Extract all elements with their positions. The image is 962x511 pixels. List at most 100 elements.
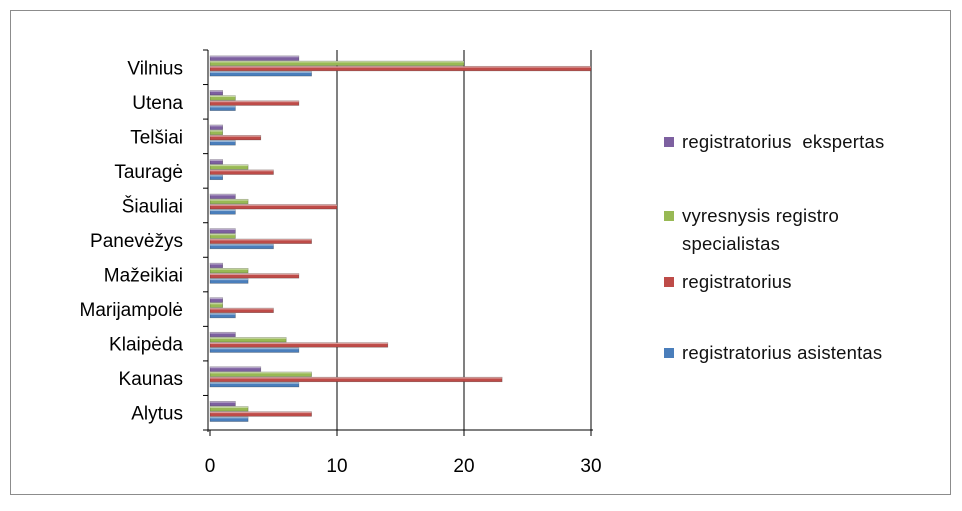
bar-highlight-kaunas-registratorius-asistentas	[210, 382, 299, 384]
bar-taurage-vyresnysis-registro-specialistas	[209, 164, 249, 170]
bar-telsiai-registratorius	[209, 135, 262, 141]
bar-utena-vyresnysis-registro-specialistas	[209, 95, 236, 101]
bar-highlight-kaunas-vyresnysis-registro-specialistas	[210, 371, 312, 374]
bar-mazeikiai-registratorius-asistentas	[209, 278, 249, 284]
bar-marijampole-registratorius-ekspertas	[209, 297, 223, 303]
chart-border	[10, 10, 951, 495]
legend-swatch-registratorius	[664, 277, 674, 287]
legend-swatch-ekspertas	[664, 137, 674, 147]
bar-utena-registratorius-ekspertas	[209, 90, 223, 96]
bars	[209, 55, 592, 422]
bar-siauliai-registratorius	[209, 204, 338, 210]
bar-highlight-mazeikiai-registratorius-asistentas	[210, 278, 249, 281]
category-label-alytus: Alytus	[131, 404, 183, 425]
category-label-klaipeda: Klaipėda	[109, 335, 183, 356]
bar-klaipeda-registratorius-ekspertas	[209, 331, 236, 338]
bar-panevezys-registratorius	[209, 238, 312, 244]
bar-telsiai-registratorius-ekspertas	[209, 124, 223, 130]
bar-highlight-vilnius-registratorius-asistentas	[210, 71, 312, 73]
bar-highlight-siauliai-vyresnysis-registro-specialistas	[210, 199, 249, 201]
bar-highlight-marijampole-registratorius-asistentas	[210, 313, 236, 315]
bar-highlight-telsiai-vyresnysis-registro-specialistas	[210, 130, 223, 132]
bar-highlight-panevezys-vyresnysis-registro-specialistas	[210, 233, 236, 236]
bar-highlight-kaunas-registratorius-ekspertas	[210, 366, 261, 369]
bar-highlight-telsiai-registratorius	[210, 135, 261, 137]
category-label-taurage: Tauragė	[114, 162, 183, 183]
bar-highlight-klaipeda-registratorius-asistentas	[210, 347, 299, 350]
bar-marijampole-registratorius-asistentas	[209, 312, 236, 319]
category-label-marijampole: Marijampolė	[80, 300, 183, 321]
bar-klaipeda-registratorius-asistentas	[209, 347, 300, 353]
bar-alytus-registratorius	[209, 411, 312, 417]
bar-highlight-siauliai-registratorius-ekspertas	[210, 194, 236, 196]
bar-highlight-vilnius-registratorius	[210, 66, 591, 68]
bar-alytus-registratorius-asistentas	[209, 416, 249, 422]
category-label-mazeikiai: Mažeikiai	[104, 266, 183, 287]
bar-panevezys-registratorius-asistentas	[209, 243, 274, 250]
bar-klaipeda-registratorius	[209, 342, 389, 348]
category-label-panevezys: Panevėžys	[90, 231, 183, 252]
bar-highlight-vilnius-registratorius-ekspertas	[210, 55, 299, 58]
bar-panevezys-registratorius-ekspertas	[209, 228, 236, 234]
legend-item-registratorius: registratorius	[660, 268, 792, 296]
x-tick-label-20: 20	[453, 456, 474, 477]
bar-highlight-alytus-registratorius-asistentas	[210, 416, 249, 419]
bar-utena-registratorius-asistentas	[209, 105, 236, 111]
bar-highlight-taurage-registratorius-asistentas	[210, 175, 223, 177]
legend-label-vyresnysis: vyresnysis registro specialistas	[682, 205, 839, 254]
bar-highlight-mazeikiai-registratorius-ekspertas	[210, 263, 223, 265]
legend-swatch-vyresnysis	[664, 211, 674, 221]
bar-highlight-telsiai-registratorius-asistentas	[210, 140, 236, 142]
bar-kaunas-vyresnysis-registro-specialistas	[209, 371, 312, 377]
bar-highlight-vilnius-vyresnysis-registro-specialistas	[210, 61, 464, 63]
bar-highlight-telsiai-registratorius-ekspertas	[210, 124, 223, 127]
bar-vilnius-vyresnysis-registro-specialistas	[209, 60, 465, 66]
legend-item-vyresnysis: vyresnysis registro specialistas	[660, 202, 902, 258]
x-tick-label-10: 10	[326, 456, 347, 477]
bar-highlight-utena-registratorius-ekspertas	[210, 90, 223, 92]
bar-vilnius-registratorius	[209, 65, 592, 72]
category-label-vilnius: Vilnius	[127, 58, 183, 79]
bar-kaunas-registratorius	[209, 376, 503, 383]
bar-mazeikiai-registratorius-ekspertas	[209, 262, 223, 269]
bar-highlight-klaipeda-registratorius	[210, 342, 388, 345]
bar-kaunas-registratorius-asistentas	[209, 382, 300, 388]
bar-mazeikiai-registratorius	[209, 273, 300, 279]
bar-telsiai-vyresnysis-registro-specialistas	[209, 129, 223, 136]
bar-klaipeda-vyresnysis-registro-specialistas	[209, 337, 287, 343]
bar-siauliai-registratorius-asistentas	[209, 209, 236, 215]
bar-highlight-alytus-registratorius-ekspertas	[210, 401, 236, 403]
bar-alytus-vyresnysis-registro-specialistas	[209, 406, 249, 412]
bar-highlight-siauliai-registratorius-asistentas	[210, 209, 236, 212]
bar-alytus-registratorius-ekspertas	[209, 401, 236, 407]
bar-taurage-registratorius-asistentas	[209, 174, 223, 181]
bar-highlight-mazeikiai-vyresnysis-registro-specialistas	[210, 268, 249, 270]
bar-highlight-klaipeda-vyresnysis-registro-specialistas	[210, 337, 287, 339]
bar-taurage-registratorius	[209, 169, 274, 175]
legend-label-ekspertas: registratorius ekspertas	[682, 131, 885, 152]
bar-marijampole-registratorius	[209, 307, 274, 313]
bar-vilnius-registratorius-ekspertas	[209, 55, 300, 61]
labels: Alytus Kaunas Klaipėda Marijampolė Mažeikiai…	[80, 58, 602, 477]
bar-telsiai-registratorius-asistentas	[209, 140, 236, 146]
bar-highlight-panevezys-registratorius	[210, 239, 312, 241]
legend-item-ekspertas: registratorius ekspertas	[660, 128, 884, 156]
bar-highlight-mazeikiai-registratorius	[210, 273, 299, 275]
bar-highlight-taurage-registratorius-ekspertas	[210, 159, 223, 161]
bar-highlight-marijampole-registratorius-ekspertas	[210, 297, 223, 300]
bar-utena-registratorius	[209, 100, 300, 106]
category-label-siauliai: Šiauliai	[122, 195, 183, 217]
legend-label-asistentas: registratorius asistentas	[682, 342, 883, 363]
bar-highlight-panevezys-registratorius-asistentas	[210, 244, 274, 246]
bar-highlight-panevezys-registratorius-ekspertas	[210, 228, 236, 230]
bar-highlight-utena-registratorius-asistentas	[210, 106, 236, 108]
legend-item-asistentas: registratorius asistentas	[660, 339, 882, 367]
category-label-utena: Utena	[132, 93, 183, 114]
gridlines	[336, 50, 592, 430]
x-tick-label-30: 30	[580, 456, 601, 477]
category-label-telsiai: Telšiai	[130, 127, 183, 148]
bar-highlight-siauliai-registratorius	[210, 204, 337, 206]
legend-swatch-asistentas	[664, 348, 674, 358]
bar-vilnius-registratorius-asistentas	[209, 71, 312, 77]
